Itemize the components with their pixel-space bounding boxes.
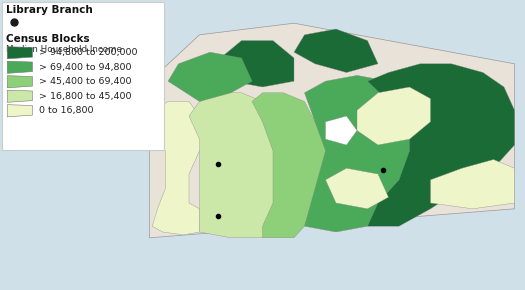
Polygon shape [7,61,33,73]
Polygon shape [368,64,514,226]
Text: Library Branch: Library Branch [6,6,93,15]
Polygon shape [304,75,420,232]
Polygon shape [7,90,33,102]
Text: Median Household Income: Median Household Income [6,45,122,54]
Polygon shape [326,168,388,209]
Polygon shape [7,47,33,59]
Polygon shape [357,87,430,145]
Text: Census Blocks: Census Blocks [6,34,90,44]
Text: > 45,400 to 69,400: > 45,400 to 69,400 [39,77,131,86]
Polygon shape [7,105,33,117]
Polygon shape [168,52,252,102]
Text: > 94,800 to 200,000: > 94,800 to 200,000 [39,48,137,57]
Polygon shape [189,93,284,238]
Polygon shape [430,160,514,209]
FancyBboxPatch shape [2,2,164,150]
Polygon shape [150,23,514,238]
Text: > 69,400 to 94,800: > 69,400 to 94,800 [39,63,131,72]
Text: 0 to 16,800: 0 to 16,800 [39,106,93,115]
Text: > 16,800 to 45,400: > 16,800 to 45,400 [39,92,131,101]
Polygon shape [252,93,326,238]
Polygon shape [326,116,357,145]
Polygon shape [7,76,33,88]
Polygon shape [294,29,378,72]
Polygon shape [220,41,294,87]
Polygon shape [150,102,210,235]
